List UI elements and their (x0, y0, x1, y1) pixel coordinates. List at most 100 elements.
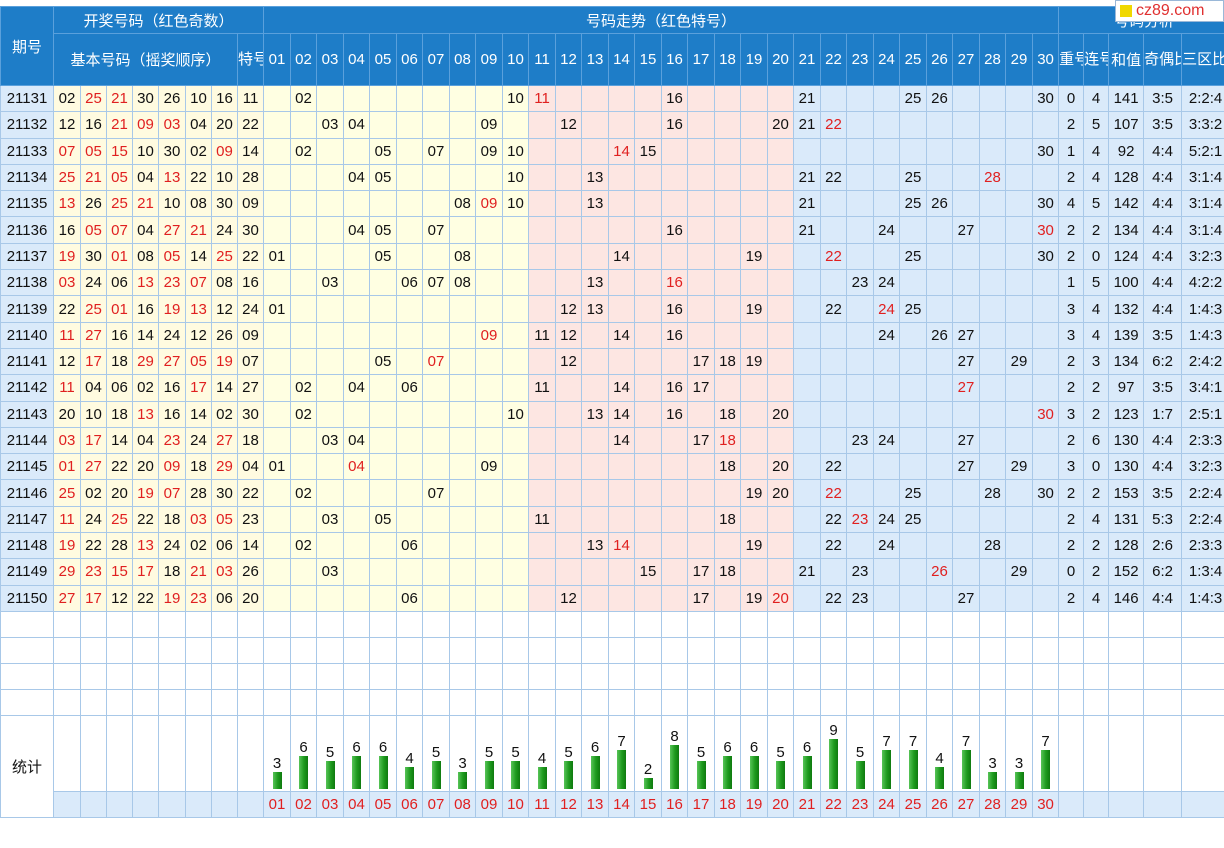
trend-cell: 18 (714, 426, 742, 455)
trend-cell (926, 505, 954, 534)
trend-cell (899, 532, 928, 560)
trend-cell (687, 216, 716, 244)
trend-cell: 07 (422, 347, 451, 376)
empty-cell (316, 610, 345, 638)
trend-cell: 30 (1032, 84, 1060, 113)
basic-number-cell: 21 (106, 84, 133, 113)
empty-cell (502, 610, 530, 638)
trend-col-header: 21 (793, 33, 822, 86)
bottom-number-cell: 03 (316, 790, 345, 818)
stat-count-label: 7 (882, 733, 891, 751)
stat-bar (882, 750, 892, 790)
trend-cell (316, 295, 345, 323)
stat-cell: 5 (502, 714, 530, 792)
trend-cell: 08 (449, 242, 477, 271)
trend-cell (926, 242, 954, 271)
trend-cell (661, 505, 689, 534)
trend-cell (290, 505, 318, 534)
stat-count-label: 8 (670, 728, 679, 746)
trend-cell (740, 426, 769, 455)
trend-cell: 08 (449, 190, 477, 218)
empty-cell (581, 662, 610, 690)
trend-cell (502, 505, 530, 534)
trend-cell (290, 584, 318, 612)
empty-cell (661, 662, 689, 690)
basic-number-cell: 12 (53, 347, 81, 376)
basic-number-cell: 08 (185, 190, 212, 218)
trend-cell (899, 269, 928, 297)
trend-cell: 13 (581, 269, 610, 297)
basic-number-cell: 05 (211, 505, 238, 534)
bottom-number-cell: 15 (634, 790, 663, 818)
trend-cell (714, 479, 742, 507)
odd-even-cell: 1:7 (1143, 400, 1183, 428)
trend-cell (502, 453, 530, 481)
trend-cell (502, 479, 530, 507)
basic-number-cell: 25 (53, 479, 81, 507)
empty-cell (1005, 636, 1034, 664)
trend-cell: 26 (926, 84, 954, 113)
empty-cell (158, 610, 186, 638)
period-cell: 21139 (0, 295, 54, 323)
basic-number-cell: 19 (53, 242, 81, 271)
stat-cell: 7 (608, 714, 636, 792)
bottom-number-cell: 29 (1005, 790, 1034, 818)
repeat-cell: 2 (1058, 216, 1085, 244)
trend-cell: 03 (316, 111, 345, 139)
trend-cell (899, 558, 928, 586)
trend-cell (555, 400, 583, 428)
trend-cell (634, 242, 663, 271)
trend-cell: 12 (555, 295, 583, 323)
trend-cell (1005, 321, 1034, 349)
repeat-cell: 3 (1058, 295, 1085, 323)
trend-cell: 24 (873, 426, 901, 455)
trend-cell (290, 426, 318, 455)
trend-cell (290, 295, 318, 323)
trend-cell: 21 (793, 163, 822, 192)
trend-cell (846, 532, 875, 560)
trend-cell (634, 400, 663, 428)
trend-cell (687, 190, 716, 218)
trend-cell (608, 558, 636, 586)
empty-cell (1108, 662, 1145, 690)
trend-cell (422, 190, 451, 218)
stat-cell: 6 (793, 714, 822, 792)
trend-cell (979, 347, 1007, 376)
basic-number-cell: 06 (106, 374, 133, 402)
stat-bar-group: 6 (371, 716, 396, 790)
stat-bar (352, 756, 362, 790)
trend-cell (1032, 558, 1060, 586)
basic-number-cell: 25 (106, 505, 133, 534)
consecutive-cell: 2 (1083, 374, 1110, 402)
trend-cell (263, 163, 292, 192)
draw-row: 21135 13 26 25 21 10 08 30 09 08 09 10 13 21 25 26 30 4 5 1… (0, 190, 1224, 218)
trend-cell (502, 347, 530, 376)
trend-cell (502, 532, 530, 560)
trend-cell (767, 505, 795, 534)
repeat-cell: 0 (1058, 84, 1085, 113)
empty-cell (979, 688, 1007, 716)
stat-cell: 6 (343, 714, 371, 792)
stat-bar (1014, 772, 1024, 790)
basic-number-cell: 04 (132, 426, 159, 455)
empty-cell (80, 688, 107, 716)
basic-number-cell: 21 (185, 216, 212, 244)
trend-col-header: 10 (502, 33, 530, 86)
trend-cell (396, 111, 424, 139)
trend-cell (475, 584, 504, 612)
trend-cell (369, 374, 398, 402)
trend-cell (475, 426, 504, 455)
trend-cell: 12 (555, 111, 583, 139)
trend-cell (767, 374, 795, 402)
draw-row: 21131 02 25 21 30 26 10 16 11 02 10 11 16 21 25 26 30 0 4 1… (0, 84, 1224, 113)
period-cell: 21141 (0, 347, 54, 376)
stat-bar-group: 4 (530, 716, 555, 790)
trend-cell (714, 374, 742, 402)
bottom-number-cell: 09 (475, 790, 504, 818)
special-number-cell: 09 (236, 190, 265, 218)
trend-cell (1005, 374, 1034, 402)
stat-bar (855, 761, 865, 790)
empty-cell (449, 610, 477, 638)
sum-cell: 139 (1108, 321, 1145, 349)
stat-count-label: 5 (431, 744, 441, 762)
